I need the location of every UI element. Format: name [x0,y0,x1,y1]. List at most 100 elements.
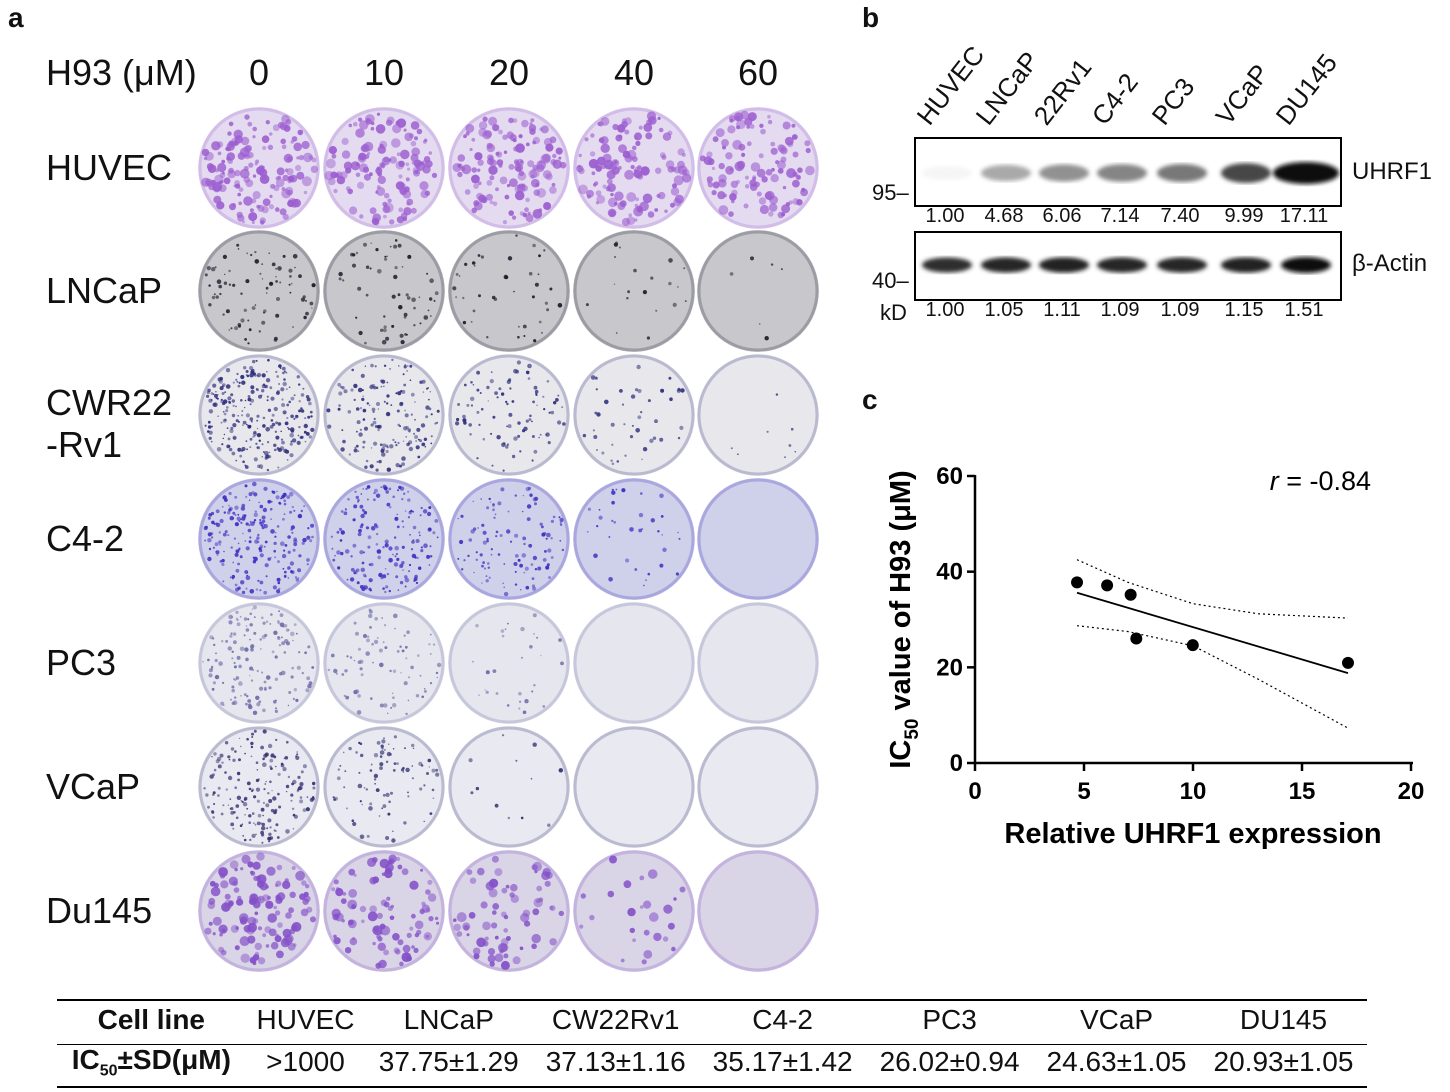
colony [248,787,252,791]
colony [749,124,755,129]
colony [632,145,637,151]
colony [295,414,299,418]
colony [469,147,473,152]
colony [282,213,289,220]
colony [259,518,262,522]
colony [276,389,280,393]
colony [370,363,374,368]
colony [542,153,551,163]
colony [388,800,391,804]
quant-value: 1.11 [1043,299,1081,321]
colony [277,636,280,639]
colony [285,628,290,632]
colony [263,524,266,526]
colony [677,160,685,169]
colony [238,737,241,740]
colony [535,899,541,904]
colony [519,211,525,216]
colony [579,924,584,929]
colony [557,394,560,397]
colony [498,387,502,391]
colony [260,524,264,527]
colony [256,769,259,771]
colony [615,332,618,334]
colony [480,901,488,909]
colony [362,440,366,444]
colony [472,527,477,531]
colony [412,510,414,513]
colony [297,129,304,136]
colony [369,384,374,390]
colony [383,214,387,219]
colony [673,175,684,186]
colony [595,388,598,391]
colony [359,800,362,803]
dish-image [323,354,445,476]
colony [737,453,739,455]
colony [418,296,421,298]
colony [407,791,409,794]
colony-dish [573,726,695,848]
colony [382,546,385,549]
colony [362,166,370,173]
colony [298,400,301,403]
colony [228,401,232,404]
colony [263,486,268,491]
colony [270,941,279,950]
colony [631,424,634,427]
colony [540,331,543,334]
colony [372,941,376,946]
colony [268,132,273,136]
colony [465,124,475,133]
colony [459,539,464,545]
colony [348,919,354,926]
colony [379,662,384,668]
colony [478,194,487,203]
colony [369,609,373,614]
colony [336,550,341,555]
colony [407,676,411,679]
colony [519,450,522,453]
colony [394,266,398,270]
colony [246,737,249,741]
colony [353,873,357,877]
colony [277,892,286,901]
colony [368,806,373,811]
colony [261,389,265,393]
colony [236,898,244,906]
colony [385,336,390,341]
colony [357,387,363,393]
colony [262,145,267,151]
colony [213,195,222,204]
colony [752,176,756,181]
table-cell-line: HUVEC [256,1004,355,1035]
colony [423,689,427,693]
colony [362,395,364,397]
colony [343,694,347,698]
colony-dish [323,726,445,848]
colony [230,426,234,430]
colony [369,207,377,215]
colony [356,420,361,425]
colony [331,887,336,892]
dish-image [448,478,570,600]
colony-dish [323,230,445,352]
colony-dish [697,478,819,600]
colony [282,935,293,946]
colony [259,686,264,691]
colony [361,397,365,401]
colony [250,648,254,652]
colony [248,162,254,168]
colony [376,112,381,116]
colony [509,540,513,543]
colony [219,292,222,296]
colony [262,757,265,761]
colony [460,514,464,518]
colony [263,680,267,684]
colony [500,487,505,492]
colony [359,742,363,746]
colony [551,182,556,187]
colony [633,169,637,173]
colony [455,296,458,299]
colony [209,635,214,640]
